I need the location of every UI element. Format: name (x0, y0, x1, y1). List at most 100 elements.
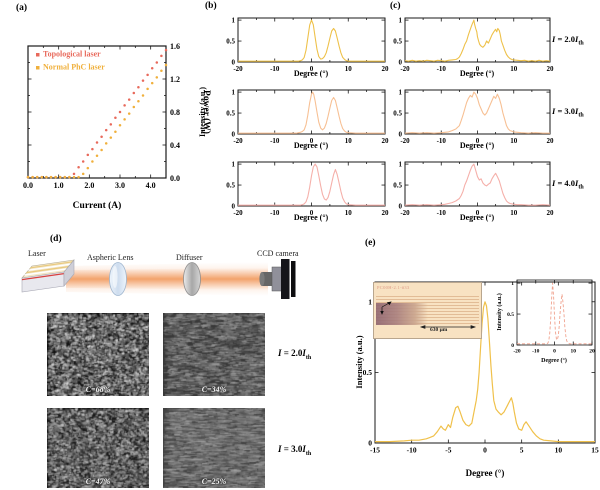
y-tick-label: 0 (399, 202, 403, 210)
y-tick-label: 0.5 (226, 109, 235, 117)
x-tick-label: 20 (589, 349, 595, 355)
x-tick-label: -10 (270, 137, 280, 145)
data-point (137, 86, 140, 89)
data-point (86, 153, 90, 157)
x-tick-label: 10 (571, 349, 577, 355)
x-tick-label: 10 (345, 65, 353, 73)
data-point (58, 175, 62, 179)
aspheric-lens-label: Aspheric Lens (87, 253, 134, 262)
x-tick-label: 20 (382, 209, 390, 217)
x-tick-label: 0 (483, 446, 487, 455)
y-tick-label: 0.5 (507, 312, 514, 318)
speckle-caption: C=47% (85, 477, 111, 486)
laser-red-stripe (21, 272, 65, 281)
laser-beam (66, 268, 268, 290)
y-tick-label: 1 (399, 161, 403, 169)
x-tick-label: -20 (233, 209, 243, 217)
x-tick-label: -15 (370, 446, 380, 455)
x-tick-label: -5 (445, 446, 451, 455)
data-point (35, 175, 39, 179)
data-point (100, 148, 103, 152)
x-axis-label: Degree (°) (460, 69, 495, 78)
y-tick-label: 1 (232, 17, 236, 25)
y-tick-label: 0.5 (393, 37, 402, 45)
speckle-canvas (47, 313, 149, 396)
y-tick-label: 0 (232, 130, 236, 138)
x-tick-label: -20 (400, 137, 410, 145)
data-point (81, 172, 85, 176)
x-tick-label: 0 (310, 209, 314, 217)
x-tick-label: 0 (476, 209, 480, 217)
pump-current-label: I = 4.0Ith (552, 178, 584, 191)
data-point (164, 48, 168, 52)
x-tick-label: 0.0 (23, 181, 33, 190)
data-point (150, 81, 154, 85)
diffuser-shape (183, 262, 201, 296)
data-point (160, 54, 163, 58)
y-tick-label: 1 (511, 281, 514, 287)
y-tick-label: 0.5 (393, 181, 402, 189)
y-tick-label: 0 (232, 58, 236, 66)
data-point (63, 175, 67, 179)
x-tick-label: -20 (513, 349, 521, 355)
data-curve (238, 163, 385, 206)
x-tick-label: -20 (400, 65, 410, 73)
axes-arrows-icon (380, 301, 392, 315)
diffuser-label: Diffuser (176, 253, 203, 262)
data-curve (375, 301, 595, 443)
x-tick-label: 15 (591, 446, 599, 455)
data-point (132, 91, 136, 95)
y-tick-label: 0 (368, 439, 372, 448)
data-point (114, 130, 117, 134)
setup-schematic (21, 259, 296, 299)
y-tick-label: 1.6 (170, 42, 180, 51)
data-point (164, 63, 168, 67)
panel-d-label: (d) (50, 234, 62, 244)
speckle-caption: C=25% (201, 477, 227, 486)
x-tick-label: 20 (382, 65, 390, 73)
data-point (114, 116, 117, 120)
speckle-canvas (47, 408, 149, 488)
y-axis-label: Intensity (a.u.) (354, 335, 364, 388)
panel-c-label: (c) (390, 1, 401, 11)
x-axis-label: Degree (°) (460, 213, 495, 222)
x-tick-label: -10 (270, 209, 280, 217)
pump-current-label: I = 3.0Ith (552, 106, 584, 119)
data-point (155, 61, 159, 64)
speckle-image-c47: C=47% (47, 408, 149, 488)
data-point (118, 110, 122, 114)
scale-bar-label: 630 μm (430, 327, 448, 333)
x-tick-label: 10 (345, 209, 353, 217)
data-point (118, 123, 122, 127)
chart-farfield-b1: -20 -10 0 10 20 0 0.5 1 Degree (°) (226, 17, 390, 78)
scale-bar-arrow (419, 325, 477, 329)
data-point (91, 147, 94, 151)
panel-a-label: (a) (16, 3, 28, 13)
x-tick-label: -10 (407, 446, 417, 455)
x-axis-label: Current (A) (73, 200, 122, 211)
data-point (109, 136, 113, 139)
laser-label: Laser (28, 249, 46, 258)
chart-farfield-c3: -20 -10 0 10 20 0 0.5 1 Degree (°) (393, 161, 555, 222)
x-tick-label: 10 (510, 137, 518, 145)
data-point (40, 175, 44, 179)
axes-frame (404, 17, 551, 63)
y-tick-label: 0 (232, 202, 236, 210)
chart-farfield-c2: -20 -10 0 10 20 0 0.5 1 Degree (°) (393, 89, 554, 150)
x-tick-label: 20 (547, 209, 555, 217)
y-tick-label: 0 (511, 343, 514, 349)
data-point (72, 175, 76, 179)
chart-farfield-b2: -20 -10 0 10 20 0 0.5 1 Degree (°) Intensity (a.u… (198, 87, 389, 150)
data-point (86, 166, 90, 170)
y-tick-label: 0.5 (393, 109, 402, 117)
y-tick-label: 0 (399, 58, 403, 66)
y-tick-label: 1.2 (170, 75, 180, 84)
legend-marker (36, 53, 40, 57)
x-axis-label: Degree (°) (294, 213, 329, 222)
axes-frame (404, 89, 551, 135)
data-point (91, 160, 94, 163)
chart-farfield-inset: -20 -10 0 10 20 0 0.5 1 Degree (°) Intensity (a.u… (496, 279, 595, 364)
data-point (137, 100, 140, 103)
